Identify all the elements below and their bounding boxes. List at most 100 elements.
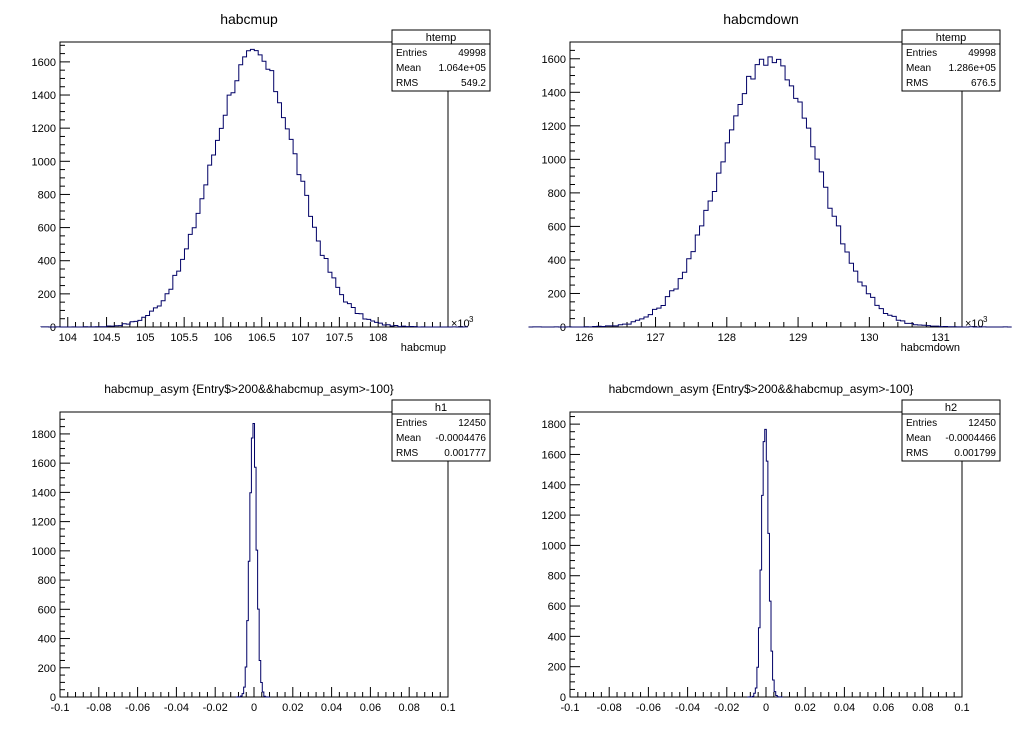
x-axis-multiplier: ×10: [451, 318, 470, 330]
y-tick-label: 800: [548, 571, 566, 583]
y-tick-label: 1600: [32, 57, 56, 69]
x-tick-label: -0.1: [51, 702, 70, 714]
x-tick-label: 106.5: [248, 332, 276, 344]
x-tick-label: 0.08: [398, 702, 419, 714]
x-tick-label: 131: [931, 332, 949, 344]
x-tick-label: 0.1: [954, 702, 969, 714]
stats-box-frame: [901, 29, 1001, 92]
stats-box-title: htemp: [426, 32, 457, 44]
x-tick-label: 106: [214, 332, 232, 344]
y-tick-label: 1200: [32, 123, 56, 135]
y-tick-label: 400: [38, 634, 56, 646]
stats-box: h1 Entries 12450 Mean -0.0004476 RMS 0.001777: [391, 399, 491, 462]
y-tick-label: 0: [560, 322, 566, 334]
y-tick-label: 1800: [32, 429, 56, 441]
stats-row-label: RMS: [906, 78, 929, 89]
x-tick-label: 107: [291, 332, 309, 344]
stats-row-value: 0.001777: [444, 448, 486, 459]
x-tick-label: 127: [646, 332, 664, 344]
y-tick-label: 400: [548, 255, 566, 267]
stats-row-label: Mean: [396, 433, 421, 444]
chart-title: habcmup_asym {Entry$>200&&habcmup_asym>-…: [104, 382, 394, 396]
x-axis-label: habcmup: [401, 342, 446, 354]
y-tick-label: 1600: [32, 458, 56, 470]
histogram-series: [40, 48, 468, 328]
y-tick-label: 600: [548, 221, 566, 233]
y-tick-label: 1200: [542, 510, 566, 522]
x-tick-label: 0.04: [834, 702, 855, 714]
x-tick-label: 0.06: [873, 702, 894, 714]
y-tick-label: 1000: [542, 154, 566, 166]
y-tick-label: 600: [38, 223, 56, 235]
stats-row-value: 12450: [458, 418, 486, 429]
histogram-series: [235, 423, 271, 698]
stats-box-title: h2: [945, 402, 957, 414]
x-tick-label: 105: [136, 332, 154, 344]
y-tick-label: 0: [50, 322, 56, 334]
stats-row-label: RMS: [396, 78, 419, 89]
x-axis-multiplier-exponent: 3: [983, 315, 988, 324]
x-tick-label: -0.1: [561, 702, 580, 714]
y-tick-label: 1400: [32, 487, 56, 499]
x-tick-label: -0.06: [125, 702, 150, 714]
y-tick-label: 1400: [542, 480, 566, 492]
x-axis-multiplier-exponent: 3: [469, 315, 474, 324]
stats-row-label: Mean: [396, 63, 421, 74]
y-tick-label: 200: [38, 289, 56, 301]
x-tick-label: -0.04: [164, 702, 189, 714]
x-tick-label: 0: [763, 702, 769, 714]
y-tick-label: 1400: [542, 87, 566, 99]
y-tick-label: 1000: [32, 156, 56, 168]
x-tick-label: 104.5: [93, 332, 121, 344]
x-tick-label: -0.06: [636, 702, 661, 714]
stats-row-value: 0.001799: [954, 448, 996, 459]
x-tick-label: 128: [718, 332, 736, 344]
y-tick-label: 0: [560, 692, 566, 704]
x-tick-label: 0.02: [794, 702, 815, 714]
stats-row-value: 1.286e+05: [948, 63, 996, 74]
chart-title: habcmup: [220, 11, 278, 27]
x-tick-label: -0.02: [714, 702, 739, 714]
y-tick-label: 200: [38, 663, 56, 675]
chart-panel-4: habcmdown_asym {Entry$>200&&habcmup_asym…: [542, 382, 1001, 714]
stats-row-label: Entries: [396, 48, 427, 59]
x-axis-multiplier: ×10: [965, 318, 984, 330]
x-tick-label: 108: [369, 332, 387, 344]
stats-row-value: 49998: [458, 48, 486, 59]
y-tick-label: 400: [548, 631, 566, 643]
x-tick-label: -0.02: [203, 702, 228, 714]
chart-title: habcmdown_asym {Entry$>200&&habcmup_asym…: [609, 382, 914, 396]
chart-panel-2: habcmdown 0 200 400 600 800 1000 1200 1400 1600 12…: [528, 11, 1012, 354]
stats-row-label: RMS: [906, 448, 929, 459]
histogram-series: [746, 428, 783, 698]
stats-row-value: 1.064e+05: [438, 63, 486, 74]
stats-row-value: -0.0004466: [945, 433, 996, 444]
stats-row-label: Mean: [906, 63, 931, 74]
y-tick-label: 200: [548, 662, 566, 674]
stats-row-label: Entries: [906, 418, 937, 429]
y-tick-label: 800: [38, 575, 56, 587]
stats-row-value: 676.5: [971, 78, 996, 89]
y-tick-label: 200: [548, 288, 566, 300]
x-tick-label: 105.5: [170, 332, 198, 344]
x-tick-label: 107.5: [326, 332, 354, 344]
y-tick-label: 1200: [32, 517, 56, 529]
stats-box-frame: [901, 399, 1001, 462]
stats-row-value: 49998: [968, 48, 996, 59]
stats-box: htemp Entries 49998 Mean 1.064e+05 RMS 549.2: [391, 29, 491, 92]
y-tick-label: 800: [548, 188, 566, 200]
y-tick-label: 400: [38, 256, 56, 268]
stats-row-label: Mean: [906, 433, 931, 444]
x-axis-label: habcmdown: [901, 342, 960, 354]
stats-row-label: Entries: [396, 418, 427, 429]
x-tick-label: 0: [251, 702, 257, 714]
stats-row-value: -0.0004476: [435, 433, 486, 444]
stats-box: htemp Entries 49998 Mean 1.286e+05 RMS 676.5: [901, 29, 1001, 92]
y-tick-label: 1600: [542, 449, 566, 461]
x-tick-label: -0.04: [675, 702, 700, 714]
stats-box-frame: [391, 399, 491, 462]
y-tick-label: 1000: [32, 546, 56, 558]
histogram-series: [528, 56, 1012, 328]
stats-row-value: 12450: [968, 418, 996, 429]
stats-row-label: RMS: [396, 448, 419, 459]
